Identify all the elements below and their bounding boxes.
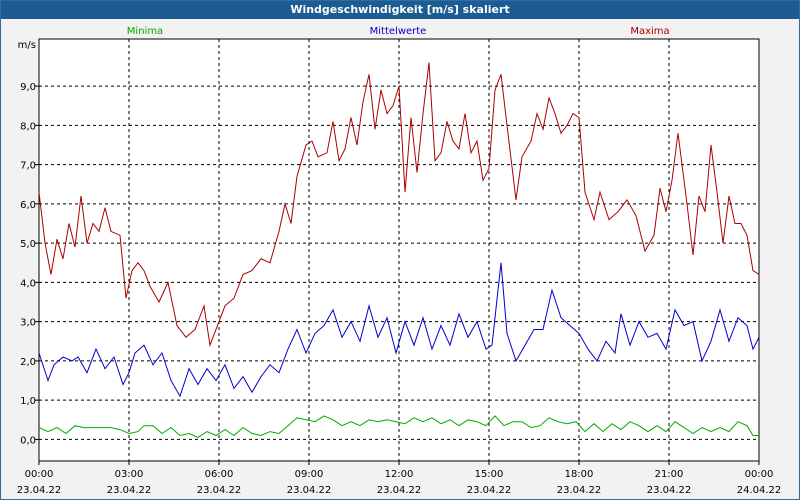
x-tick-time-label: 15:00 (475, 469, 504, 480)
y-axis-ticks: 0,0 1,0 2,0 3,0 4,0 5,0 6,0 7,0 8,0 9,0 (20, 82, 39, 446)
x-tick-date-label: 23.04.22 (557, 485, 602, 496)
x-tick-date-label: 23.04.22 (647, 485, 692, 496)
x-tick-time-label: 12:00 (385, 469, 414, 480)
x-tick-time-label: 00:00 (745, 469, 774, 480)
x-tick-date-label: 23.04.22 (467, 485, 512, 496)
x-tick-date-label: 23.04.22 (377, 485, 422, 496)
x-tick-time-label: 21:00 (655, 469, 684, 480)
x-tick-date-label: 24.04.22 (737, 485, 782, 496)
y-tick-label: 7,0 (20, 161, 36, 172)
x-tick-time-label: 09:00 (295, 469, 324, 480)
y-tick-label: 4,0 (20, 278, 36, 289)
y-tick-label: 9,0 (20, 82, 36, 93)
y-tick-label: 6,0 (20, 200, 36, 211)
legend-minima: Minima (127, 26, 163, 37)
y-axis-unit: m/s (18, 40, 36, 51)
series-lines (38, 62, 760, 438)
x-tick-time-label: 18:00 (565, 469, 594, 480)
x-tick-date-label: 23.04.22 (107, 485, 152, 496)
x-tick-time-label: 00:00 (25, 469, 54, 480)
y-tick-label: 2,0 (20, 357, 36, 368)
grid-lines (39, 39, 759, 461)
window-title: Windgeschwindigkeit [m/s] skaliert (1, 1, 799, 19)
series-line-maxima (38, 62, 760, 348)
series-line-mittelwerte (38, 262, 760, 398)
series-line-minima (38, 415, 759, 438)
x-tick-time-label: 03:00 (115, 469, 144, 480)
legend-mittelwerte: Mittelwerte (370, 26, 427, 37)
x-tick-date-label: 23.04.22 (197, 485, 242, 496)
y-tick-label: 5,0 (20, 239, 36, 250)
x-axis-ticks: 00:00 23.04.22 03:00 23.04.22 06:00 23.04.22 0… (17, 461, 782, 496)
x-tick-date-label: 23.04.22 (17, 485, 62, 496)
x-tick-time-label: 06:00 (205, 469, 234, 480)
y-tick-label: 0,0 (20, 435, 36, 446)
y-tick-label: 3,0 (20, 318, 36, 329)
y-tick-label: 8,0 (20, 121, 36, 132)
legend-maxima: Maxima (630, 26, 669, 37)
x-tick-date-label: 23.04.22 (287, 485, 332, 496)
y-tick-label: 1,0 (20, 396, 36, 407)
